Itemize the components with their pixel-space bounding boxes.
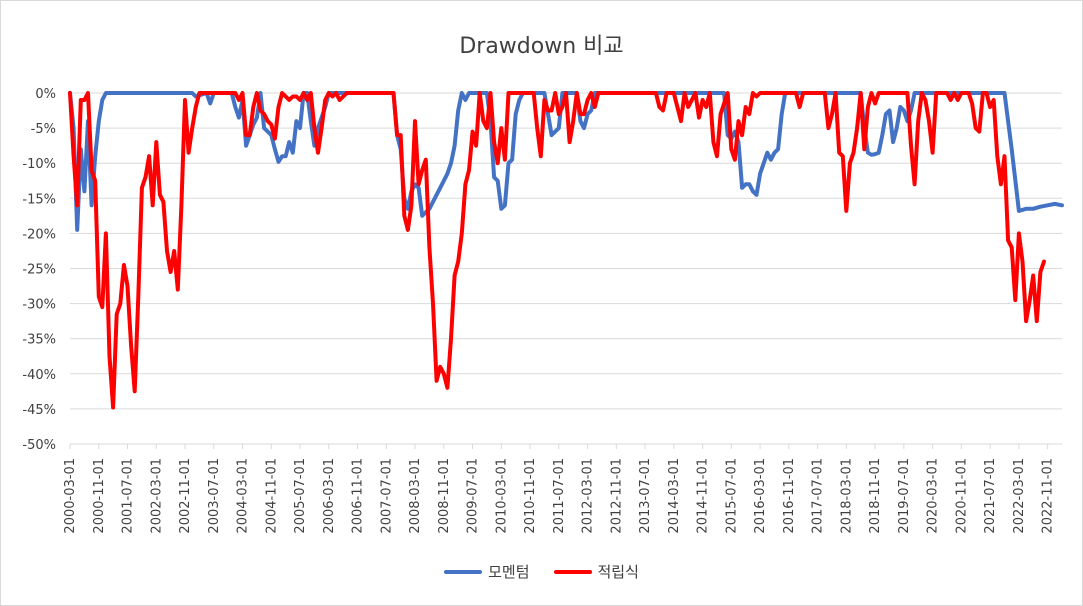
x-tick-label: 2015-07-01 [724, 458, 739, 534]
x-tick-label: 2000-11-01 [92, 458, 107, 534]
x-tick-label: 2001-07-01 [121, 458, 136, 534]
chart-title: Drawdown 비교 [459, 34, 624, 59]
x-tick-label: 2011-07-01 [552, 458, 567, 534]
x-tick-label: 2014-03-01 [667, 458, 682, 534]
y-tick-label: -5% [31, 122, 56, 137]
x-tick-label: 2017-07-01 [811, 458, 826, 534]
gridlines [70, 92, 1062, 445]
legend-item-momentum[interactable]: 모멘텀 [444, 561, 530, 582]
legend: 모멘텀 적립식 [0, 561, 1083, 582]
x-tick-label: 2012-03-01 [581, 458, 596, 534]
series-lines [68, 91, 1064, 410]
x-tick-label: 2004-11-01 [264, 458, 279, 534]
series-line-accumulation[interactable] [68, 91, 1046, 410]
y-tick-label: -45% [22, 403, 56, 418]
x-tick-label: 2018-11-01 [868, 458, 883, 534]
x-tick-label: 2019-07-01 [897, 458, 912, 534]
x-tick-label: 2012-11-01 [609, 458, 624, 534]
x-tick-label: 2022-11-01 [1041, 458, 1056, 534]
y-tick-label: -30% [22, 298, 56, 313]
x-tick-label: 2010-03-01 [494, 458, 509, 534]
y-tick-label: -35% [22, 333, 56, 348]
x-tick-label: 2002-03-01 [149, 458, 164, 534]
y-tick-label: -40% [22, 368, 56, 383]
x-tick-label: 2020-11-01 [954, 458, 969, 534]
x-axis-ticks: 2000-03-01 2000-11-01 2001-07-01 2002-03-01… [63, 444, 1056, 534]
x-tick-label: 2006-03-01 [322, 458, 337, 534]
legend-item-accumulation[interactable]: 적립식 [553, 561, 639, 582]
x-tick-label: 2016-11-01 [782, 458, 797, 534]
x-tick-label: 2022-03-01 [1012, 458, 1027, 534]
x-tick-label: 2003-07-01 [207, 458, 222, 534]
x-tick-label: 2006-11-01 [351, 458, 366, 534]
y-tick-label: 0% [35, 87, 56, 102]
y-axis-ticks: 0% -5% -10% -15% -20% -25% -30% -35% -40% -45% -50… [22, 87, 56, 453]
x-tick-label: 2004-03-01 [236, 458, 251, 534]
x-tick-label: 2013-07-01 [638, 458, 653, 534]
legend-label-accumulation: 적립식 [597, 563, 639, 581]
x-tick-label: 2008-11-01 [437, 458, 452, 534]
y-tick-label: -15% [22, 192, 56, 207]
x-tick-label: 2016-03-01 [753, 458, 768, 534]
x-tick-label: 2018-03-01 [839, 458, 854, 534]
x-tick-label: 2007-07-01 [379, 458, 394, 534]
x-tick-label: 2009-07-01 [466, 458, 481, 534]
x-tick-label: 2021-07-01 [983, 458, 998, 534]
legend-swatch-accumulation [553, 569, 592, 574]
y-tick-label: -20% [22, 227, 56, 242]
x-tick-label: 2008-03-01 [408, 458, 423, 534]
x-tick-label: 2020-03-01 [926, 458, 941, 534]
x-tick-label: 2014-11-01 [696, 458, 711, 534]
y-tick-label: -10% [22, 157, 56, 172]
x-tick-label: 2005-07-01 [293, 458, 308, 534]
x-tick-label: 2000-03-01 [63, 458, 78, 534]
x-tick-label: 2010-11-01 [523, 458, 538, 534]
x-tick-label: 2002-11-01 [178, 458, 193, 534]
legend-swatch-momentum [444, 569, 483, 574]
legend-label-momentum: 모멘텀 [488, 563, 530, 581]
y-tick-label: -25% [22, 263, 56, 278]
y-tick-label: -50% [22, 438, 56, 453]
